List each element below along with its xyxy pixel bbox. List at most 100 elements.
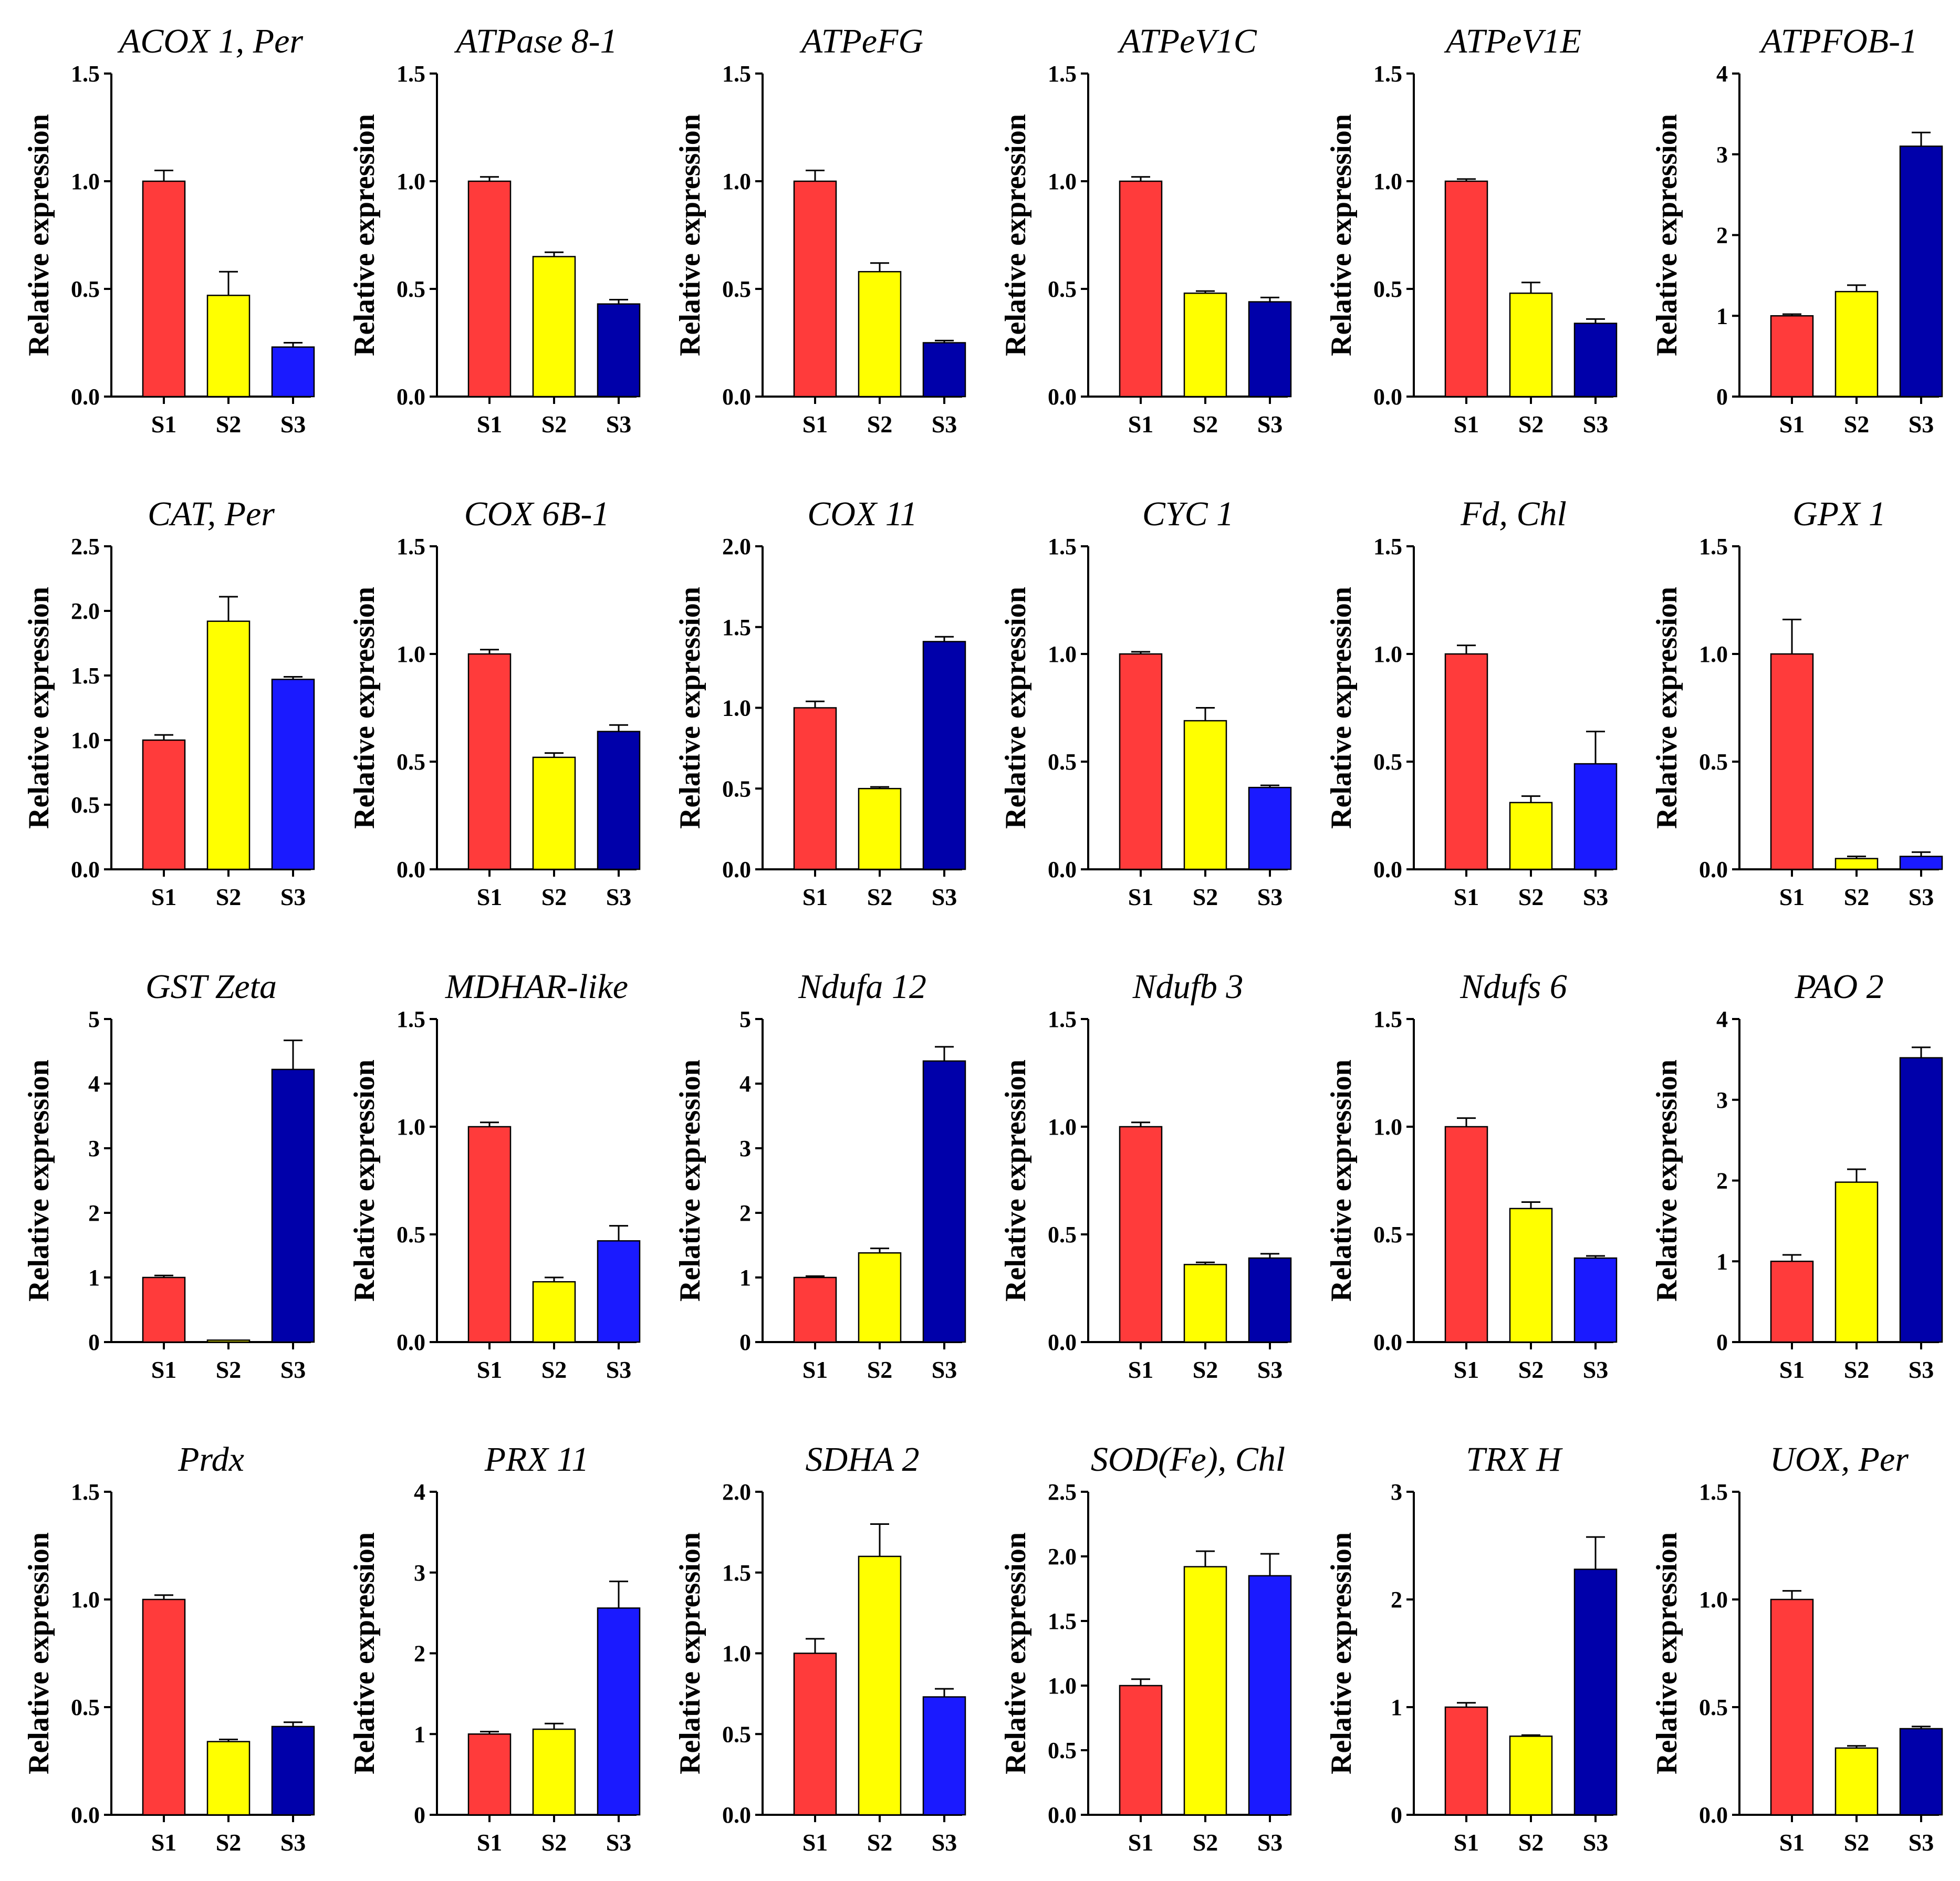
y-tick-label: 1.0 (722, 695, 751, 721)
y-tick-label: 1.5 (71, 1479, 100, 1505)
bar-s3 (1573, 1257, 1618, 1343)
panel-title: CAT, Per (148, 495, 275, 533)
x-tick-label: S3 (1257, 1829, 1283, 1856)
y-axis-label: Relative expression (348, 1059, 381, 1302)
panel-title: COX 11 (807, 495, 918, 533)
x-tick-label: S2 (1844, 1356, 1870, 1383)
y-axis-label: Relative expression (1325, 587, 1358, 829)
x-tick-label: S1 (151, 884, 177, 910)
panel-title: ATPeV1C (1117, 22, 1257, 60)
y-tick-label: 2.5 (1048, 1479, 1077, 1505)
x-tick-label: S1 (1779, 411, 1805, 438)
bar-s2 (1183, 720, 1227, 870)
y-tick-label: 1.5 (71, 663, 100, 689)
y-tick-label: 1.5 (1699, 534, 1728, 559)
y-tick-label: 0.5 (1699, 1695, 1728, 1720)
y-axis-label: Relative expression (674, 114, 706, 356)
panel-5: ATPFOB-1 Relative expression 0 1 2 3 4 S1 S2 S3 (1651, 22, 1943, 438)
bar-s3 (922, 641, 966, 870)
y-tick-label: 1.0 (722, 1641, 751, 1667)
y-tick-label: 1 (1716, 1249, 1728, 1274)
panel-title: Ndufs 6 (1459, 968, 1567, 1006)
y-axis-label: Relative expression (1325, 1059, 1358, 1302)
panel-0: ACOX 1, Per Relative expression 0.0 0.5 1.0 1… (23, 22, 315, 438)
bar-s2 (1834, 858, 1879, 870)
y-tick-label: 2.0 (722, 534, 751, 559)
bar-s3 (922, 342, 966, 398)
x-tick-label: S3 (280, 1356, 306, 1383)
bar-s1 (1444, 1126, 1488, 1343)
x-tick-label: S2 (216, 1829, 242, 1856)
y-tick-label: 1.0 (1699, 1587, 1728, 1613)
y-tick-label: 2 (88, 1200, 100, 1226)
x-tick-label: S2 (1518, 411, 1544, 438)
y-axis-label: Relative expression (348, 114, 381, 356)
y-tick-label: 0 (88, 1329, 100, 1355)
panel-title: SDHA 2 (806, 1440, 920, 1479)
bar-s2 (858, 1555, 902, 1816)
y-tick-label: 1.0 (1048, 169, 1077, 194)
bar-s3 (922, 1060, 966, 1343)
y-tick-label: 0.0 (1699, 1802, 1728, 1828)
y-tick-label: 2.5 (71, 534, 100, 559)
bar-s3 (1899, 1057, 1943, 1343)
y-tick-label: 4 (1716, 1006, 1728, 1032)
y-tick-label: 0.5 (397, 276, 425, 302)
y-tick-label: 5 (739, 1006, 751, 1032)
bar-s1 (142, 1276, 186, 1343)
x-tick-label: S2 (1193, 1356, 1218, 1383)
bar-s2 (858, 1252, 902, 1343)
y-axis-label: Relative expression (999, 1532, 1032, 1774)
bar-s3 (1248, 301, 1292, 398)
x-tick-label: S3 (606, 411, 632, 438)
bar-s1 (467, 653, 512, 870)
y-tick-label: 2 (1391, 1587, 1402, 1613)
y-tick-label: 1.5 (397, 61, 425, 87)
y-tick-label: 0 (1716, 1329, 1728, 1355)
y-tick-label: 1.0 (71, 1587, 100, 1613)
y-tick-label: 4 (739, 1071, 751, 1097)
panel-18: Prdx Relative expression 0.0 0.5 1.0 1.5 S1 S2 S… (23, 1440, 315, 1856)
panel-4: ATPeV1E Relative expression 0.0 0.5 1.0 1.5 S1… (1325, 22, 1618, 438)
y-axis-label: Relative expression (23, 587, 55, 829)
panel-title: GST Zeta (145, 968, 277, 1006)
panel-title: Ndufa 12 (798, 968, 926, 1006)
panel-title: Fd, Chl (1460, 495, 1567, 533)
x-tick-label: S1 (1128, 1356, 1154, 1383)
y-tick-label: 0.0 (71, 384, 100, 410)
x-tick-label: S1 (477, 1829, 503, 1856)
x-tick-label: S3 (932, 1829, 957, 1856)
y-tick-label: 0.5 (1048, 1222, 1077, 1248)
x-tick-label: S3 (932, 1356, 957, 1383)
x-tick-label: S3 (1909, 1829, 1934, 1856)
x-tick-label: S1 (1454, 411, 1479, 438)
y-tick-label: 2 (739, 1200, 751, 1226)
bar-s3 (1248, 786, 1292, 870)
panel-title: Prdx (178, 1440, 244, 1479)
x-tick-label: S2 (216, 1356, 242, 1383)
y-axis-label: Relative expression (674, 1059, 706, 1302)
panel-9: CYC 1 Relative expression 0.0 0.5 1.0 1.5 S1 S2… (999, 495, 1292, 910)
y-tick-label: 1.5 (1048, 1006, 1077, 1032)
panel-15: Ndufb 3 Relative expression 0.0 0.5 1.0 1.5 S1… (999, 968, 1292, 1383)
bar-s1 (793, 180, 837, 398)
y-tick-label: 0.5 (1048, 1738, 1077, 1763)
y-axis-label: Relative expression (1325, 1532, 1358, 1774)
y-axis-label: Relative expression (674, 1532, 706, 1774)
panel-21: SOD(Fe), Chl Relative expression 0.0 0.5 1.0… (999, 1440, 1292, 1856)
bar-s2 (1509, 1208, 1553, 1343)
bar-s3 (1573, 323, 1618, 398)
bar-s3 (597, 731, 641, 870)
y-tick-label: 3 (414, 1560, 425, 1586)
y-tick-label: 1.0 (397, 1114, 425, 1140)
y-tick-label: 1.5 (397, 534, 425, 559)
y-axis-label: Relative expression (674, 587, 706, 829)
x-tick-label: S2 (1518, 884, 1544, 910)
y-tick-label: 1.0 (1373, 169, 1402, 194)
y-tick-label: 2.0 (722, 1479, 751, 1505)
y-tick-label: 1.5 (1048, 534, 1077, 559)
y-tick-label: 2 (1716, 1168, 1728, 1194)
bar-s2 (858, 271, 902, 398)
y-tick-label: 1.5 (1048, 1608, 1077, 1634)
x-tick-label: S2 (867, 1829, 893, 1856)
